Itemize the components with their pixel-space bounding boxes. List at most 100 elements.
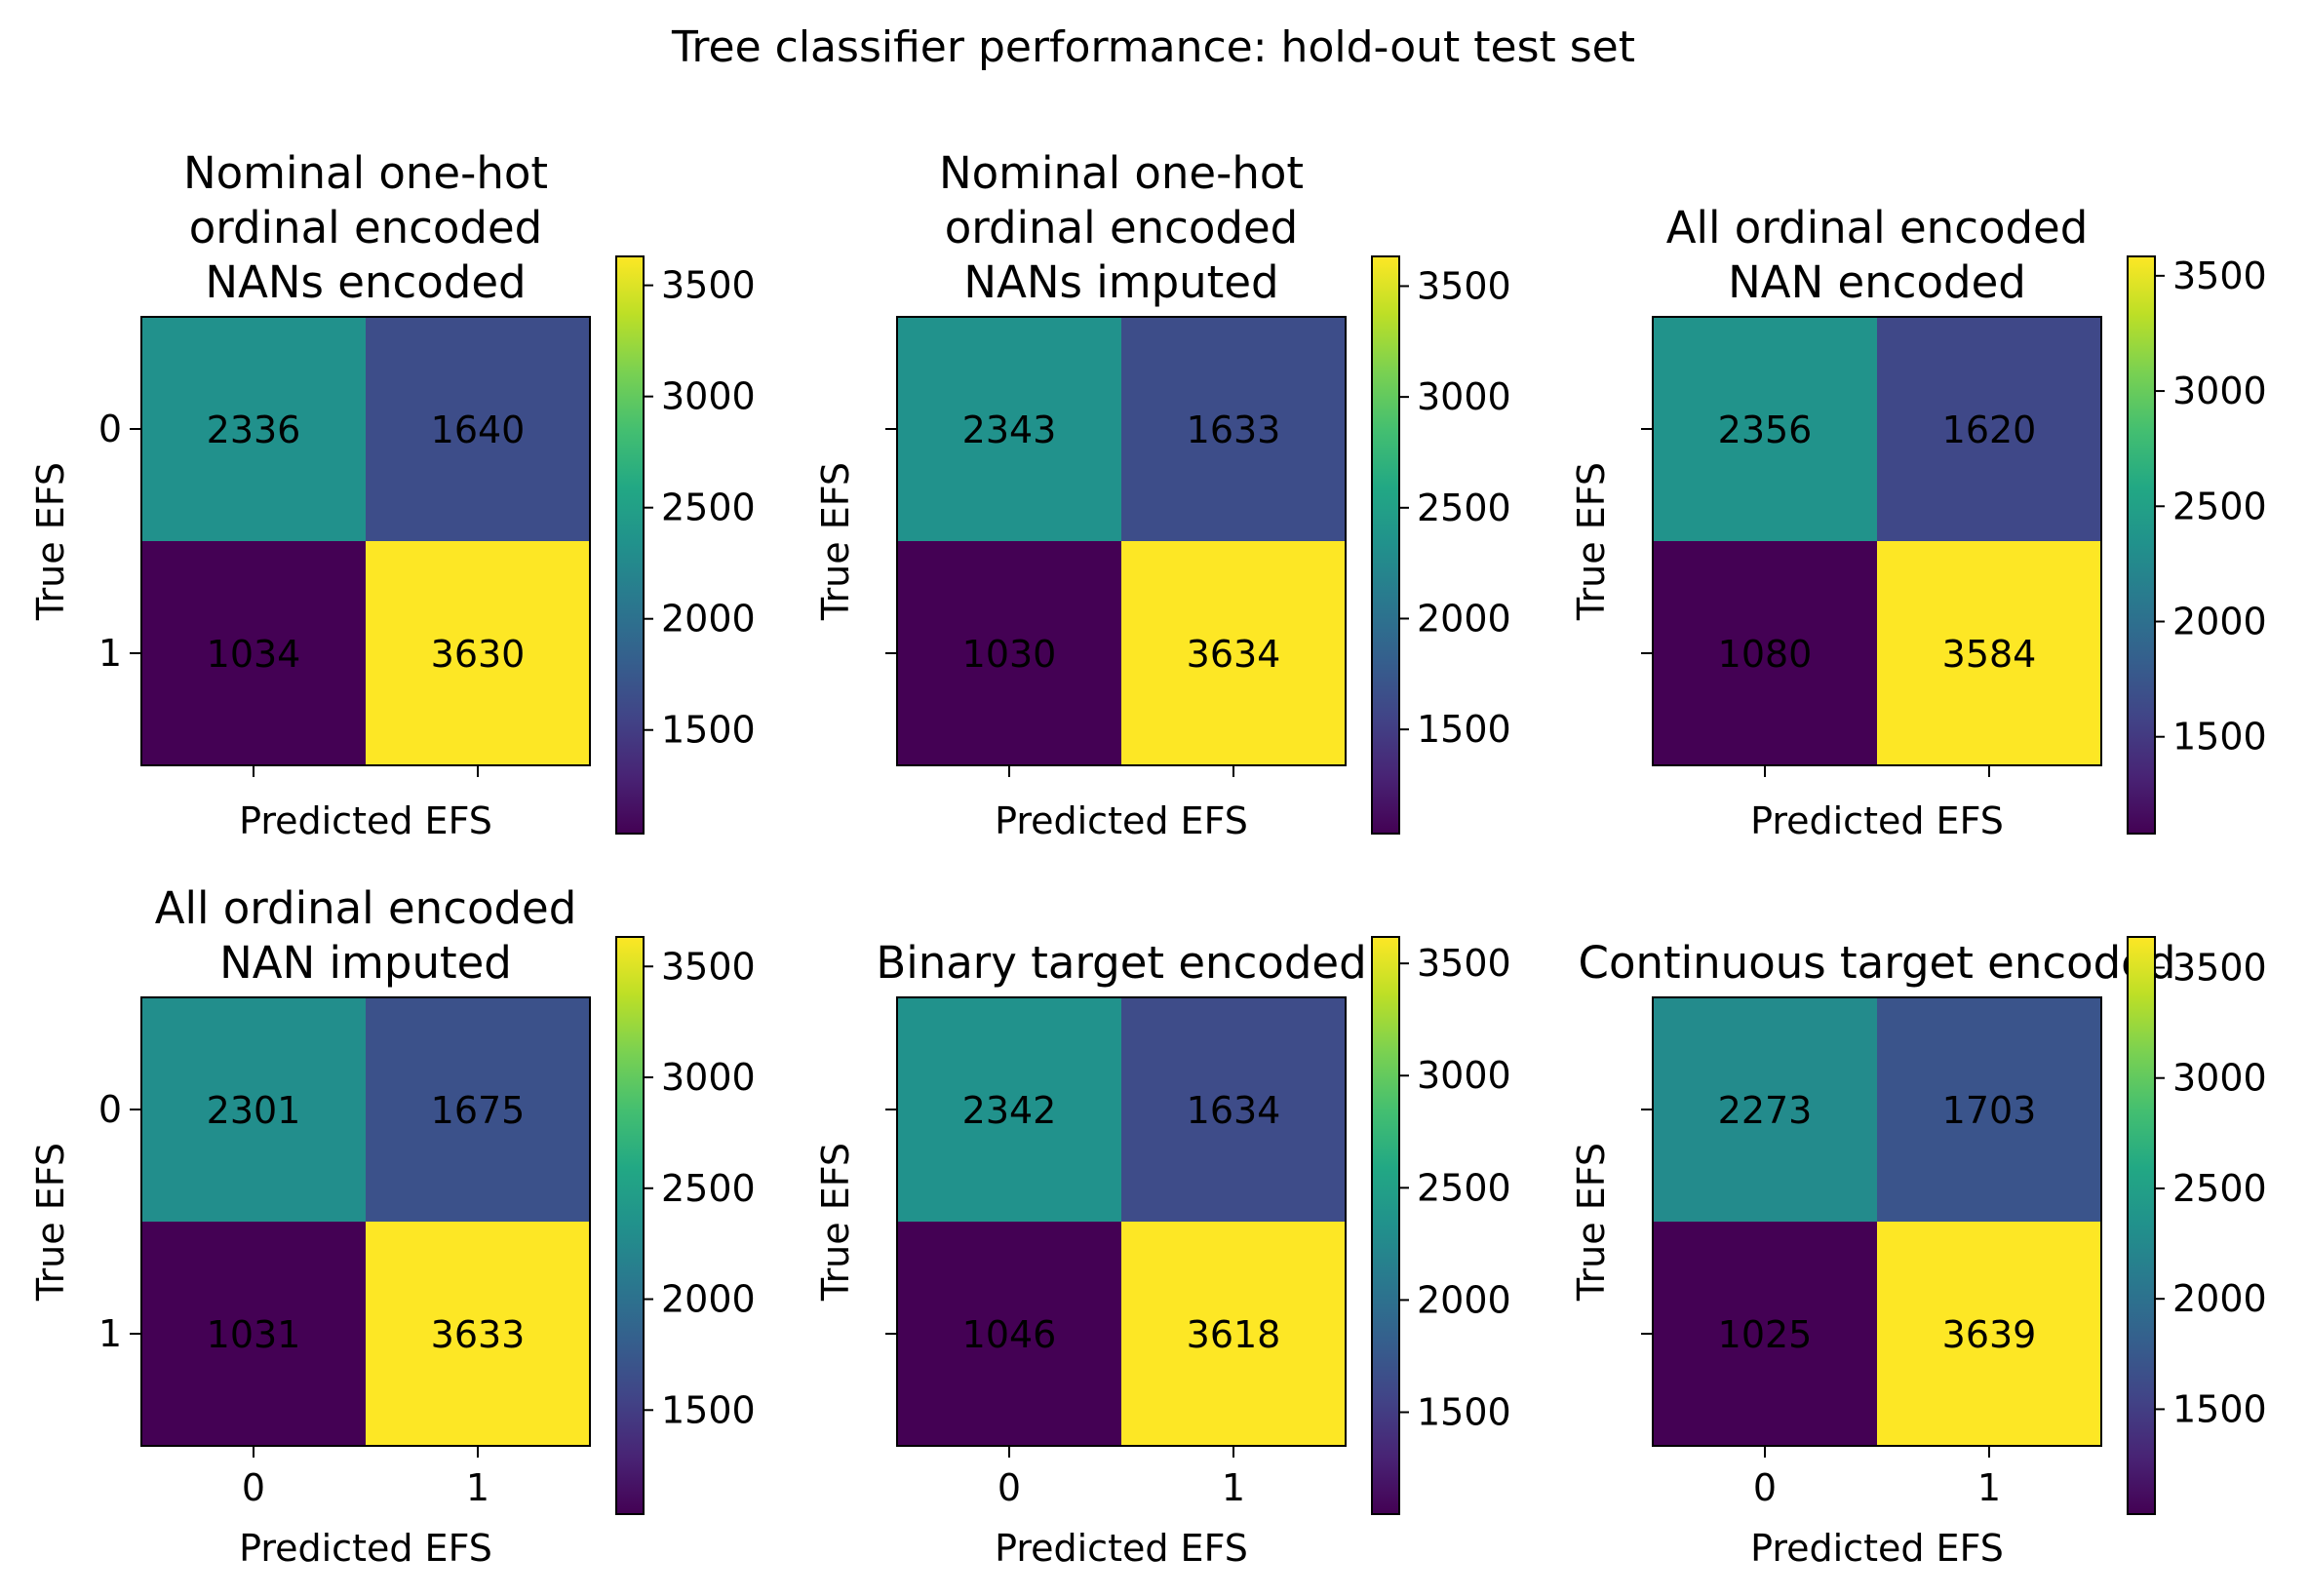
panel-title-line: NANs encoded (205, 256, 526, 308)
heatmap-cell (1877, 997, 2101, 1222)
y-axis-label: True EFS (1570, 462, 1613, 621)
cell-value-label: 1634 (1187, 1089, 1281, 1132)
heatmap-cell (1653, 541, 1877, 765)
colorbar-tick-label: 3000 (661, 375, 756, 418)
panel-title-line: Nominal one-hot (939, 147, 1304, 199)
y-axis-label: True EFS (29, 462, 72, 621)
colorbar-tick-label: 1500 (2172, 716, 2267, 759)
colorbar-tick-label: 3500 (2172, 946, 2267, 989)
x-tick-label: 0 (242, 1466, 265, 1509)
cell-value-label: 1080 (1718, 633, 1813, 676)
heatmap-frame (1652, 316, 2102, 766)
panel-title-line: NAN encoded (1728, 256, 2026, 308)
colorbar-tick-label: 3000 (661, 1056, 756, 1099)
cell-value-label: 2356 (1718, 409, 1813, 451)
y-tick-label: 0 (98, 1088, 122, 1131)
colorbar-tick-label: 3000 (2172, 1057, 2267, 1100)
colorbar-frame (1371, 936, 1400, 1515)
panel-title-line: ordinal encoded (945, 202, 1299, 253)
heatmap-cell (141, 541, 366, 765)
colorbar-tick-label: 2000 (661, 1278, 756, 1321)
x-tick-label: 1 (1222, 1466, 1245, 1509)
colorbar-tick-label: 1500 (661, 709, 756, 752)
panel-title-line: All ordinal encoded (155, 882, 577, 934)
cell-value-label: 3634 (1187, 633, 1281, 676)
cell-value-label: 2301 (207, 1089, 301, 1132)
colorbar-gradient (1372, 937, 1399, 1514)
colorbar-tick-label: 2000 (1417, 597, 1511, 640)
cell-value-label: 2336 (207, 409, 301, 451)
colorbar-frame (615, 255, 645, 835)
x-axis-label: Predicted EFS (995, 1527, 1248, 1570)
colorbar-tick-label: 2000 (661, 598, 756, 641)
colorbar-tick-label: 2500 (2172, 1167, 2267, 1210)
heatmap-cell (141, 1222, 366, 1446)
x-tick-label: 1 (466, 1466, 489, 1509)
panel-title-line: ordinal encoded (189, 202, 543, 253)
heatmap-cell (1877, 541, 2101, 765)
colorbar-tick-label: 2000 (1417, 1278, 1511, 1321)
y-axis-label: True EFS (1570, 1143, 1613, 1302)
x-tick-label: 0 (998, 1466, 1021, 1509)
colorbar-tick-label: 3500 (1417, 264, 1511, 307)
y-axis-label: True EFS (814, 1143, 857, 1302)
cell-value-label: 1640 (431, 409, 526, 451)
x-axis-label: Predicted EFS (239, 1527, 492, 1570)
cell-value-label: 3618 (1187, 1313, 1281, 1356)
colorbar-frame (2127, 936, 2156, 1515)
panel-title-line: NAN imputed (219, 937, 512, 989)
heatmap-cell (1653, 997, 1877, 1222)
y-axis-label: True EFS (814, 462, 857, 621)
colorbar-tick-label: 2000 (2172, 600, 2267, 642)
heatmap-cell (1877, 317, 2101, 541)
x-axis-label: Predicted EFS (1750, 799, 2004, 842)
colorbar-frame (2127, 255, 2156, 835)
colorbar-tick-label: 2000 (2172, 1277, 2267, 1320)
x-axis-label: Predicted EFS (239, 799, 492, 842)
panel-title-line: Nominal one-hot (183, 147, 548, 199)
colorbar-tick-label: 1500 (1417, 708, 1511, 751)
heatmap-cell (897, 1222, 1121, 1446)
panel-title-line: All ordinal encoded (1666, 202, 2089, 253)
x-axis-label: Predicted EFS (995, 799, 1248, 842)
colorbar-tick-label: 2500 (2172, 485, 2267, 527)
confusion-matrix-panel-5: Binary target encoded 2342 1634 1046 3618 0 1 P… (814, 936, 1511, 1570)
cell-value-label: 3584 (1942, 633, 2037, 676)
colorbar-gradient (2128, 937, 2155, 1514)
colorbar-tick-label: 3000 (1417, 375, 1511, 418)
cell-value-label: 1703 (1942, 1089, 2037, 1132)
cell-value-label: 3630 (431, 633, 526, 676)
cell-value-label: 1046 (962, 1313, 1057, 1356)
heatmap-frame (896, 316, 1347, 766)
cell-value-label: 1620 (1942, 409, 2037, 451)
cell-value-label: 1034 (207, 633, 301, 676)
cell-value-label: 2273 (1718, 1089, 1813, 1132)
heatmap-cell (897, 317, 1121, 541)
colorbar-tick-label: 1500 (1417, 1391, 1511, 1434)
heatmap-cell (1877, 1222, 2101, 1446)
colorbar-tick-label: 1500 (661, 1388, 756, 1431)
heatmap-cell (366, 997, 590, 1222)
cell-value-label: 1031 (207, 1313, 301, 1356)
y-tick-label: 1 (98, 632, 122, 675)
heatmap-cell (897, 997, 1121, 1222)
colorbar-gradient (616, 256, 644, 834)
colorbar-gradient (2128, 256, 2155, 834)
heatmap-cell (366, 541, 590, 765)
cell-value-label: 2342 (962, 1089, 1057, 1132)
colorbar-tick-label: 3500 (2172, 254, 2267, 297)
heatmap-cell (1121, 317, 1346, 541)
heatmap-cell (141, 997, 366, 1222)
heatmap-cell (1653, 317, 1877, 541)
colorbar-tick-label: 3000 (2172, 370, 2267, 412)
y-tick-label: 0 (98, 408, 122, 450)
heatmap-frame (1652, 996, 2102, 1447)
colorbar-gradient (1372, 256, 1399, 834)
x-tick-label: 0 (1753, 1466, 1777, 1509)
x-tick-label: 1 (1977, 1466, 2001, 1509)
heatmap-frame (140, 996, 591, 1447)
